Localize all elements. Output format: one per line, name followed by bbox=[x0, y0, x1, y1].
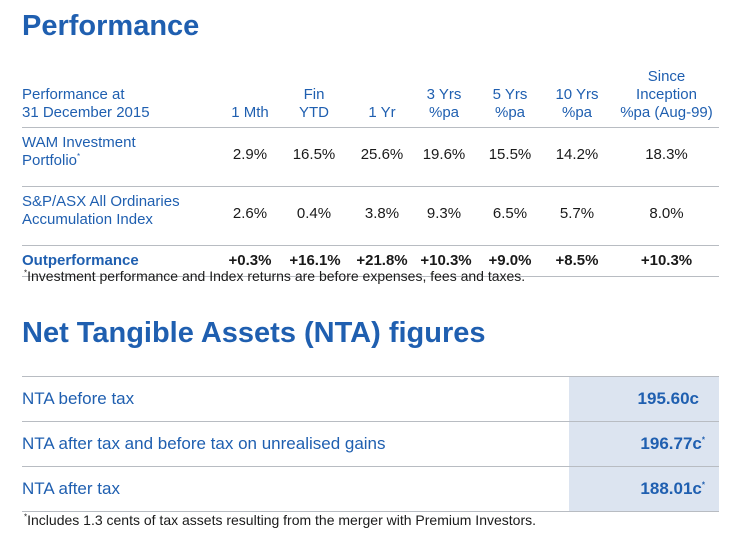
cell: 25.6% bbox=[360, 146, 404, 163]
performance-table: Performance at 31 December 2015 1 Mth Fi… bbox=[22, 62, 719, 277]
cell: 9.3% bbox=[426, 205, 462, 222]
nta-table: NTA before tax 195.60c NTA after tax and… bbox=[22, 376, 719, 512]
nta-footnote: *Includes 1.3 cents of tax assets result… bbox=[24, 512, 536, 528]
cell: 14.2% bbox=[555, 146, 599, 163]
header-col-1yr: 1 Yr bbox=[352, 104, 412, 122]
row-asx-index: S&P/ASX All Ordinaries Accumulation Inde… bbox=[22, 186, 719, 245]
performance-title: Performance bbox=[22, 10, 200, 42]
performance-header-row: Performance at 31 December 2015 1 Mth Fi… bbox=[22, 62, 719, 127]
header-col-fin: Fin bbox=[303, 86, 325, 103]
footnote-marker: * bbox=[24, 268, 28, 278]
header-label-line2: 31 December 2015 bbox=[22, 104, 150, 121]
header-col-5yrs-l1: 5 Yrs bbox=[492, 86, 528, 103]
header-col-1mth: 1 Mth bbox=[220, 104, 280, 122]
header-col-fin-ytd: Fin YTD bbox=[284, 86, 344, 122]
row-label-line1: S&P/ASX All Ordinaries bbox=[22, 193, 180, 210]
nta-label: NTA before tax bbox=[22, 389, 135, 408]
header-col-10yrs: 10 Yrs %pa bbox=[544, 86, 610, 122]
row-label-line2-wrap: Portfolio* bbox=[22, 152, 136, 170]
nta-value-text: 188.01c bbox=[640, 479, 702, 498]
footnote-marker: * bbox=[77, 152, 81, 161]
header-col-5yrs-l2: %pa bbox=[494, 104, 526, 121]
row-label: S&P/ASX All Ordinaries Accumulation Inde… bbox=[22, 193, 180, 229]
nta-label: NTA after tax bbox=[22, 479, 120, 498]
row-label: Outperformance bbox=[22, 252, 139, 269]
cell: +10.3% bbox=[420, 252, 472, 269]
footnote-marker: * bbox=[701, 435, 705, 445]
cell: 2.9% bbox=[232, 146, 268, 163]
nta-label: NTA after tax and before tax on unrealis… bbox=[22, 434, 386, 453]
row-label: WAM Investment Portfolio* bbox=[22, 134, 136, 170]
row-label-line2: Portfolio bbox=[22, 152, 78, 169]
cell: +9.0% bbox=[488, 252, 532, 269]
nta-value: 195.60c bbox=[569, 377, 719, 421]
header-col-3yrs: 3 Yrs %pa bbox=[414, 86, 474, 122]
header-col-10yrs-l1: 10 Yrs bbox=[555, 86, 599, 103]
cell: +21.8% bbox=[356, 252, 408, 269]
cell: 19.6% bbox=[422, 146, 466, 163]
header-col-since-inception: Since Inception %pa (Aug-99) bbox=[614, 68, 719, 122]
cell: 2.6% bbox=[232, 205, 268, 222]
cell: +0.3% bbox=[228, 252, 272, 269]
header-col-5yrs: 5 Yrs %pa bbox=[480, 86, 540, 122]
row-outperformance: Outperformance +0.3% +16.1% +21.8% +10.3… bbox=[22, 245, 719, 277]
header-col-inception: Inception bbox=[636, 86, 697, 103]
cell: +16.1% bbox=[289, 252, 341, 269]
header-col-3yrs-l1: 3 Yrs bbox=[426, 86, 462, 103]
cell: 6.5% bbox=[492, 205, 528, 222]
nta-value: 196.77c* bbox=[569, 422, 719, 466]
nta-row-after-tax: NTA after tax 188.01c* bbox=[22, 466, 719, 512]
header-col-10yrs-l2: %pa bbox=[561, 104, 593, 121]
header-col-ytd: YTD bbox=[299, 104, 329, 121]
header-col-pa-aug99: %pa (Aug-99) bbox=[620, 104, 713, 121]
row-wam-portfolio: WAM Investment Portfolio* 2.9% 16.5% 25.… bbox=[22, 127, 719, 186]
header-col-3yrs-l2: %pa bbox=[428, 104, 460, 121]
nta-row-before-tax: NTA before tax 195.60c bbox=[22, 376, 719, 421]
header-col-since: Since bbox=[647, 68, 686, 85]
row-label-line1: WAM Investment bbox=[22, 134, 136, 151]
footnote-marker: * bbox=[701, 480, 705, 490]
nta-title: Net Tangible Assets (NTA) figures bbox=[22, 317, 486, 349]
footnote-text: Investment performance and Index returns… bbox=[27, 268, 526, 284]
nta-value-text: 195.60c bbox=[637, 389, 699, 408]
cell: 15.5% bbox=[488, 146, 532, 163]
footnote-text: Includes 1.3 cents of tax assets resulti… bbox=[27, 512, 536, 528]
cell: 18.3% bbox=[645, 146, 688, 163]
cell: 8.0% bbox=[649, 205, 684, 222]
performance-footnote: *Investment performance and Index return… bbox=[24, 268, 525, 284]
nta-value: 188.01c* bbox=[569, 467, 719, 511]
cell: 16.5% bbox=[292, 146, 336, 163]
cell: 0.4% bbox=[296, 205, 332, 222]
nta-value-text: 196.77c bbox=[640, 434, 702, 453]
header-label: Performance at 31 December 2015 bbox=[22, 86, 150, 122]
header-col-1yr-text: 1 Yr bbox=[368, 104, 396, 121]
header-col-1mth-text: 1 Mth bbox=[231, 104, 269, 121]
row-label-line2: Accumulation Index bbox=[22, 211, 153, 228]
cell: 3.8% bbox=[364, 205, 400, 222]
cell: +10.3% bbox=[640, 252, 693, 269]
footnote-marker: * bbox=[24, 512, 28, 522]
cell: 5.7% bbox=[559, 205, 595, 222]
nta-row-after-tax-before-unrealised: NTA after tax and before tax on unrealis… bbox=[22, 421, 719, 466]
header-label-line1: Performance at bbox=[22, 86, 125, 103]
cell: +8.5% bbox=[555, 252, 599, 269]
